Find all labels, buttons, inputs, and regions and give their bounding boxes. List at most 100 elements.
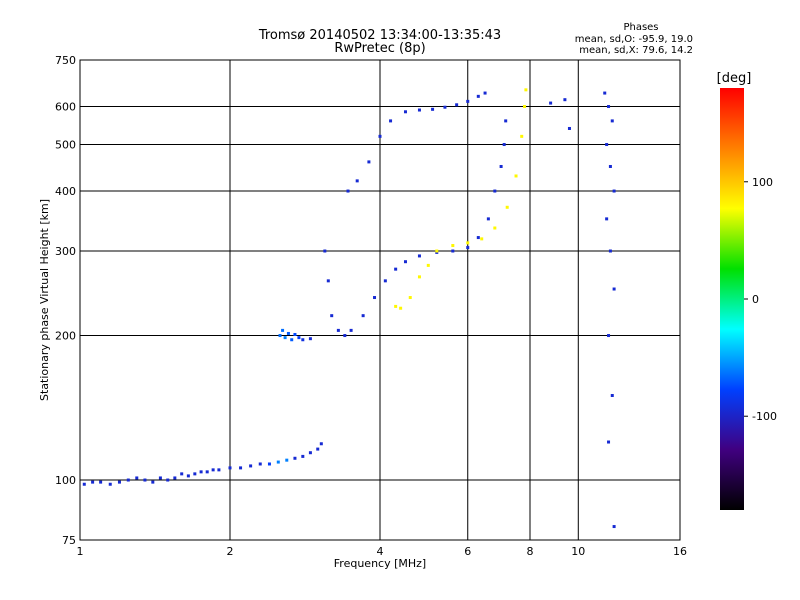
data-point-s0-7 xyxy=(143,478,147,482)
data-point-s2-5 xyxy=(349,328,353,332)
plot-frame xyxy=(79,59,681,541)
data-point-s1-1 xyxy=(281,328,285,332)
data-point-s1-0 xyxy=(278,334,282,338)
data-point-s0-15 xyxy=(199,470,203,474)
data-point-s4-0 xyxy=(394,304,398,308)
data-point-s5-13 xyxy=(563,98,567,102)
data-point-s2-3 xyxy=(336,328,340,332)
data-point-s4-3 xyxy=(417,275,421,279)
data-point-s0-18 xyxy=(217,468,221,472)
data-point-s1-2 xyxy=(283,336,287,340)
data-point-s4-11 xyxy=(514,174,518,178)
data-point-s2-1 xyxy=(326,279,330,283)
data-point-s1-8 xyxy=(308,337,312,341)
data-point-s4-13 xyxy=(523,105,527,109)
data-point-s0-3 xyxy=(108,482,112,486)
y-tick-label-1: 100 xyxy=(55,474,76,487)
data-point-s3-11 xyxy=(476,94,480,98)
data-point-s3-9 xyxy=(455,103,459,107)
data-point-s0-2 xyxy=(99,480,103,484)
data-point-s0-9 xyxy=(158,476,162,480)
data-point-s2-7 xyxy=(373,296,377,300)
data-point-s2-11 xyxy=(417,254,421,258)
data-point-s0-30 xyxy=(319,442,323,446)
data-point-s0-17 xyxy=(211,468,215,472)
data-point-s2-0 xyxy=(323,249,327,253)
data-point-s3-0 xyxy=(346,189,350,193)
data-point-s4-1 xyxy=(399,306,403,310)
legend-title: Phases xyxy=(623,22,658,33)
data-point-s0-21 xyxy=(249,464,253,468)
data-point-s5-8 xyxy=(612,287,616,291)
colorbar-tick-label-0: 100 xyxy=(752,176,773,189)
data-point-s2-2 xyxy=(330,314,334,318)
colorbar-label: [deg] xyxy=(717,71,752,86)
data-point-s0-27 xyxy=(301,454,305,458)
y-tick-label-6: 600 xyxy=(55,101,76,114)
data-point-s5-5 xyxy=(612,189,616,193)
data-point-s0-1 xyxy=(91,480,95,484)
colorbar-tick-label-1: 0 xyxy=(752,293,759,306)
legend-line-x: mean, sd,X: 79.6, 14.2 xyxy=(579,45,693,56)
x-tick-label-5: 10 xyxy=(571,545,585,558)
data-point-s2-15 xyxy=(476,236,480,240)
data-point-s5-9 xyxy=(607,334,611,338)
data-point-s2-16 xyxy=(486,217,490,221)
data-point-s3-12 xyxy=(483,91,487,95)
x-tick-label-6: 16 xyxy=(673,545,687,558)
data-point-s4-12 xyxy=(520,134,524,138)
data-point-s0-28 xyxy=(308,451,312,455)
y-tick-label-5: 500 xyxy=(55,139,76,152)
data-point-s2-6 xyxy=(361,314,365,318)
data-point-s4-6 xyxy=(451,244,455,248)
grid xyxy=(80,60,680,540)
data-point-s5-7 xyxy=(608,249,612,253)
y-tick-label-0: 75 xyxy=(62,534,76,547)
data-point-s0-24 xyxy=(276,460,280,464)
data-point-s0-14 xyxy=(193,472,197,476)
data-point-s2-17 xyxy=(493,189,497,193)
data-point-s5-6 xyxy=(605,217,609,221)
data-point-s2-18 xyxy=(499,164,503,168)
data-point-s3-7 xyxy=(431,107,435,111)
data-point-s2-14 xyxy=(466,246,470,250)
data-point-s5-11 xyxy=(607,440,611,444)
data-point-s4-9 xyxy=(493,226,497,230)
data-point-s5-15 xyxy=(549,101,553,105)
data-point-s2-19 xyxy=(502,143,506,147)
x-tick-label-4: 8 xyxy=(527,545,534,558)
x-axis-ticks: 1 2 4 6 8 10 16 xyxy=(77,545,688,558)
data-point-s2-20 xyxy=(504,119,508,123)
data-point-s4-14 xyxy=(524,88,528,92)
colorbar-ticks: 100 0 -100 xyxy=(744,176,777,423)
data-point-s0-8 xyxy=(151,480,155,484)
colorbar-tick-label-2: -100 xyxy=(752,410,777,423)
data-point-s5-1 xyxy=(607,105,611,109)
data-point-s3-6 xyxy=(417,108,421,112)
data-point-s1-3 xyxy=(286,331,290,335)
y-tick-label-2: 200 xyxy=(55,330,76,343)
data-point-s2-4 xyxy=(343,334,347,338)
data-point-s0-4 xyxy=(117,480,121,484)
data-point-s4-2 xyxy=(408,296,412,300)
data-point-s0-10 xyxy=(166,478,170,482)
y-tick-label-3: 300 xyxy=(55,245,76,258)
data-point-s4-8 xyxy=(480,237,484,241)
data-point-s1-5 xyxy=(293,332,297,336)
data-point-s0-16 xyxy=(205,470,209,474)
x-tick-label-1: 2 xyxy=(227,545,234,558)
x-tick-label-0: 1 xyxy=(77,545,84,558)
data-point-s5-14 xyxy=(567,126,571,130)
data-point-s0-23 xyxy=(267,462,271,466)
data-point-s0-11 xyxy=(173,476,177,480)
x-axis-label: Frequency [MHz] xyxy=(334,557,426,570)
data-point-s0-0 xyxy=(82,482,86,486)
data-point-s4-4 xyxy=(426,263,430,267)
data-point-s2-13 xyxy=(451,249,455,253)
x-tick-label-3: 6 xyxy=(464,545,471,558)
data-point-s1-7 xyxy=(301,338,305,342)
data-point-s3-2 xyxy=(367,160,371,164)
data-point-s0-6 xyxy=(135,476,139,480)
data-point-s3-5 xyxy=(403,110,407,114)
data-point-s3-4 xyxy=(389,119,393,123)
